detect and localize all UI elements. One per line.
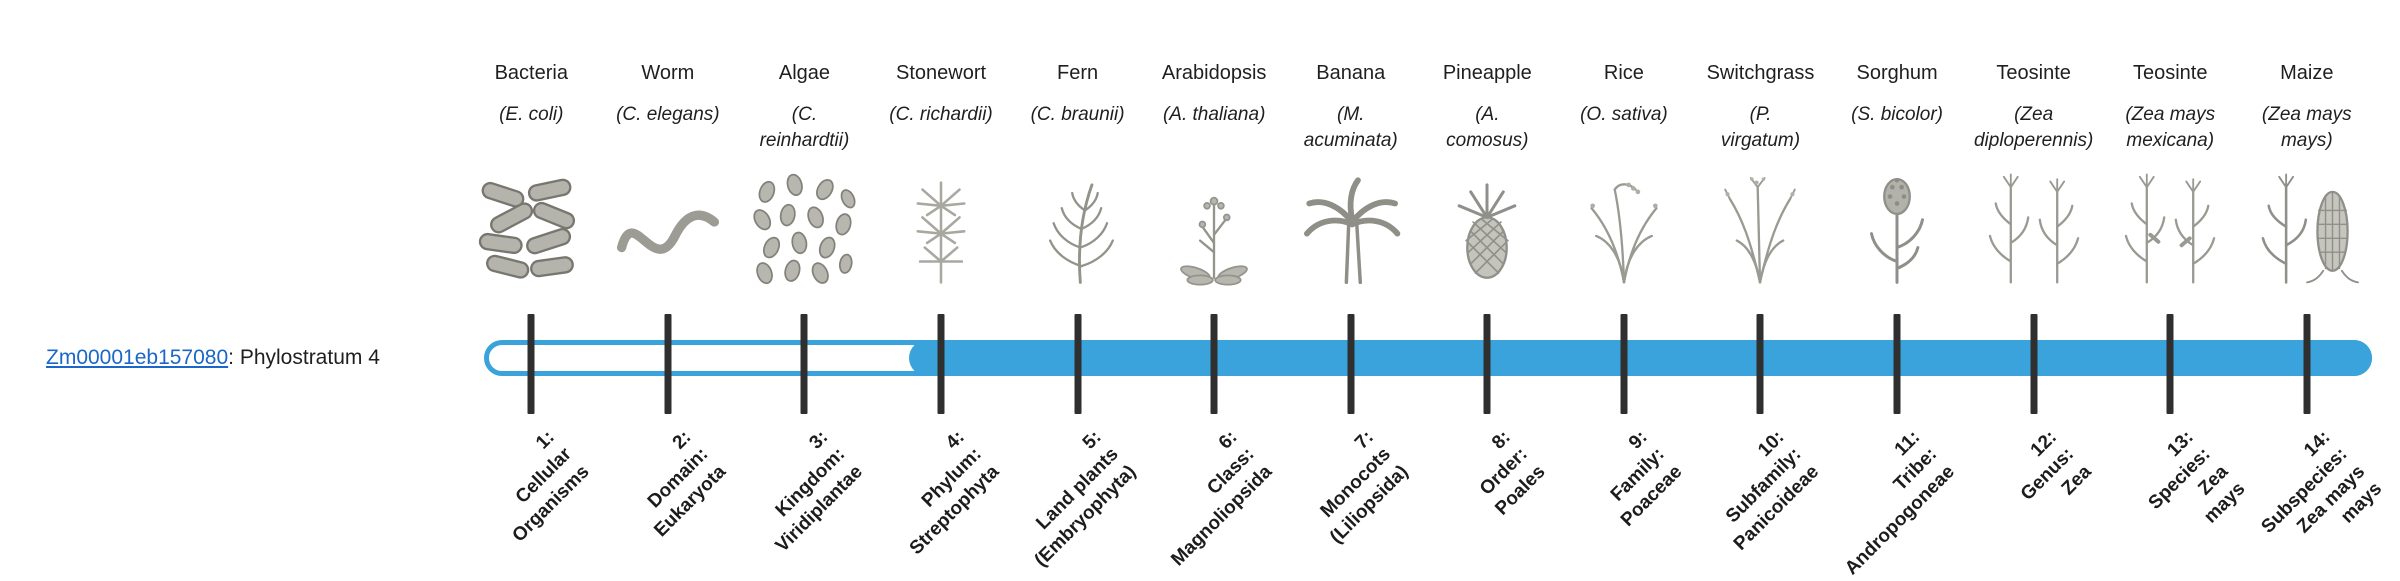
taxon-scientific-name: (C. reinhardtii) xyxy=(759,104,850,151)
taxa-columns: Bacteria (E. coli) 1: Cellular Organisms Wo… xyxy=(463,0,2386,580)
algae-icon xyxy=(746,168,862,290)
taxon-scientific-name: (P. virgatum) xyxy=(1720,104,1801,151)
taxon-column: Worm (C. elegans) 2: Domain: Eukaryota xyxy=(600,0,737,580)
taxon-scientific-name: (A. thaliana) xyxy=(1162,104,1266,125)
taxon-column: Maize (Zea mays mays) 14: Subspecies: Zea … xyxy=(2239,0,2386,580)
teosinte-icon xyxy=(1976,168,2092,290)
taxon-scientific-name: (S. bicolor) xyxy=(1851,104,1943,125)
gene-phylostratum-text: : Phylostratum 4 xyxy=(228,346,380,369)
taxon-scientific-name: (O. sativa) xyxy=(1580,104,1668,125)
taxon-name: Maize xyxy=(2280,62,2334,84)
taxon-scientific-name: (E. coli) xyxy=(499,104,564,125)
taxon-name: Switchgrass xyxy=(1706,62,1815,84)
gene-link[interactable]: Zm00001eb157080 xyxy=(46,346,229,369)
phylostratum-label: 12: Genus: Zea xyxy=(2017,426,2096,506)
taxon-name: Rice xyxy=(1603,62,1644,84)
taxon-scientific-name: (Zea mays mexicana) xyxy=(2125,104,2216,151)
taxon-name: Arabidopsis xyxy=(1161,62,1267,84)
tick-mark xyxy=(1210,314,1218,414)
taxon-name: Pineapple xyxy=(1442,62,1532,84)
switchgrass-icon xyxy=(1702,168,1818,290)
tick-mark xyxy=(2030,314,2038,414)
taxon-name: Banana xyxy=(1316,62,1386,84)
phylostratum-label: 6: Class: Magnoliopsida xyxy=(1167,426,1277,570)
phylostratum-label: 1: Cellular Organisms xyxy=(508,426,594,547)
phylostratum-label: 3: Kingdom: Viridiplantae xyxy=(771,426,867,557)
tick-mark xyxy=(1620,314,1628,414)
taxon-name: Fern xyxy=(1057,62,1099,84)
fern-icon xyxy=(1020,168,1136,290)
taxon-column: Arabidopsis (A. thaliana) 6: Class: Magnol… xyxy=(1146,0,1283,580)
taxon-name: Teosinte xyxy=(2132,62,2208,84)
taxon-column: Banana (M. acuminata) 7: Monocots (Liliops… xyxy=(1282,0,1419,580)
teosinte-mexicana-icon xyxy=(2112,168,2228,290)
taxon-name: Stonewort xyxy=(895,62,987,84)
gene-label: Zm00001eb157080: Phylostratum 4 xyxy=(46,346,380,370)
taxon-name: Algae xyxy=(778,62,831,84)
phylostratum-label: 5: Land plants (Embryophyta) xyxy=(1029,426,1140,571)
phylostratum-label: 13: Species: Zea mays xyxy=(2144,426,2250,528)
tick-mark xyxy=(1074,314,1082,414)
phylostratum-bar xyxy=(484,340,2372,376)
taxon-column: Algae (C. reinhardtii) 3: Kingdom: Viridip… xyxy=(736,0,873,580)
phylostratum-label: 8: Order: Poales xyxy=(1476,426,1550,520)
bacteria-icon xyxy=(473,168,589,290)
tick-mark xyxy=(664,314,672,414)
taxon-scientific-name: (Zea diploperennis) xyxy=(1973,104,2094,151)
taxon-column: Fern (C. braunii) 5: Land plants (Embryoph… xyxy=(1009,0,1146,580)
rice-icon xyxy=(1566,168,1682,290)
taxon-scientific-name: (C. elegans) xyxy=(616,104,720,125)
taxon-name: Bacteria xyxy=(494,62,568,84)
taxon-scientific-name: (C. richardii) xyxy=(889,104,993,125)
taxon-column: Rice (O. sativa) 9: Family: Poaceae xyxy=(1556,0,1693,580)
tick-mark xyxy=(2166,314,2174,414)
taxon-column: Pineapple (A. comosus) 8: Order: Poales xyxy=(1419,0,1556,580)
taxon-column: Teosinte (Zea diploperennis) 12: Genus: Ze… xyxy=(1965,0,2102,580)
taxon-name: Worm xyxy=(641,62,695,84)
stonewort-icon xyxy=(883,168,999,290)
maize-icon xyxy=(2249,168,2365,290)
tick-mark xyxy=(800,314,808,414)
tick-mark xyxy=(1483,314,1491,414)
pineapple-icon xyxy=(1429,168,1545,290)
banana-icon xyxy=(1293,168,1409,290)
taxon-scientific-name: (C. braunii) xyxy=(1030,104,1125,125)
tick-mark xyxy=(2303,314,2311,414)
taxon-name: Teosinte xyxy=(1996,62,2071,84)
phylostratum-label: 9: Family: Poaceae xyxy=(1606,426,1686,531)
phylostratum-label: 14: Subspecies: Zea mays mays xyxy=(2257,426,2386,538)
phylostratum-label: 2: Domain: Eukaryota xyxy=(644,426,730,541)
tick-mark xyxy=(527,314,535,414)
taxon-scientific-name: (A. comosus) xyxy=(1446,104,1529,151)
taxon-column: Teosinte (Zea mays mexicana) 13: Species: … xyxy=(2102,0,2249,580)
taxon-column: Bacteria (E. coli) 1: Cellular Organisms xyxy=(463,0,600,580)
taxon-scientific-name: (M. acuminata) xyxy=(1303,104,1398,151)
taxon-column: Switchgrass (P. virgatum) 10: Subfamily: P… xyxy=(1692,0,1829,580)
worm-icon xyxy=(610,168,726,290)
phylostratum-label: 4: Phylum: Streptophyta xyxy=(905,426,1003,559)
tick-mark xyxy=(1347,314,1355,414)
phylostratum-label: 11: Tribe: Andropogoneae xyxy=(1841,426,1960,579)
tick-mark xyxy=(937,314,945,414)
taxon-scientific-name: (Zea mays mays) xyxy=(2261,104,2352,151)
bar-fill xyxy=(908,340,2372,376)
tick-mark xyxy=(1756,314,1764,414)
phylostratum-label: 10: Subfamily: Panicoideae xyxy=(1721,426,1823,555)
tick-mark xyxy=(1893,314,1901,414)
phylostratum-label: 7: Monocots (Liliopsida) xyxy=(1317,426,1413,548)
taxon-name: Sorghum xyxy=(1856,62,1938,84)
taxon-column: Stonewort (C. richardii) 4: Phylum: Strept… xyxy=(873,0,1010,580)
arabidopsis-icon xyxy=(1156,168,1272,290)
sorghum-icon xyxy=(1839,168,1955,290)
taxon-column: Sorghum (S. bicolor) 11: Tribe: Andropogon… xyxy=(1829,0,1966,580)
